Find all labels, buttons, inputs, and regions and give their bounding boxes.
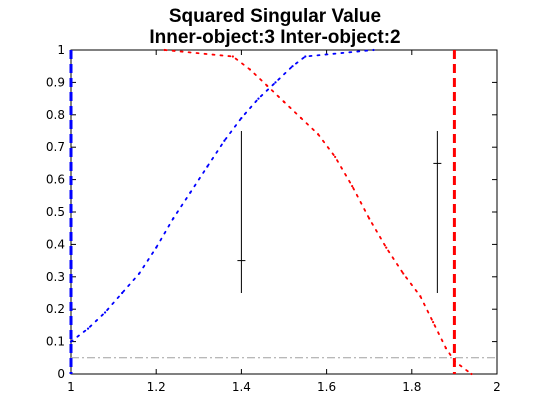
x-tick-label: 1.4 [232, 380, 251, 394]
series-point-1 [432, 321, 435, 324]
series-point-1 [419, 295, 422, 298]
x-tick-label: 1 [67, 380, 75, 394]
series-point-0 [223, 139, 226, 142]
chart-title-line: Inner-object:3 Inter-object:2 [149, 27, 400, 48]
series-point-0 [172, 217, 175, 220]
series-point-0 [372, 48, 375, 52]
series-point-0 [304, 55, 307, 58]
series-point-0 [138, 272, 141, 275]
series-point-1 [351, 184, 354, 188]
series-point-0 [155, 246, 158, 249]
x-tick-label: 1.2 [147, 380, 166, 394]
y-tick-label: 0.8 [46, 108, 65, 122]
series-point-1 [385, 246, 388, 249]
y-tick-label: 0 [57, 367, 65, 381]
series-point-0 [240, 116, 243, 120]
x-tick-label: 1.8 [402, 380, 421, 394]
series-point-1 [368, 217, 371, 220]
series-point-1 [334, 155, 337, 159]
y-tick-label: 0.4 [46, 237, 65, 251]
y-tick-label: 0.5 [46, 205, 65, 219]
series-point-1 [163, 48, 166, 52]
y-tick-label: 0.6 [46, 173, 65, 187]
series-point-1 [299, 116, 303, 120]
series-point-0 [206, 165, 209, 168]
series-point-1 [402, 272, 405, 275]
series-point-0 [291, 65, 294, 68]
chart-title-line: Squared Singular Value [169, 6, 381, 27]
series-point-0 [257, 97, 260, 100]
series-point-1 [444, 346, 447, 350]
series-point-1 [282, 100, 286, 103]
series-line-0 [70, 49, 375, 343]
y-tick-label: 0.7 [46, 140, 65, 154]
series-line-1 [163, 49, 473, 375]
y-tick-label: 0.9 [46, 75, 65, 89]
series-point-0 [274, 81, 277, 84]
y-tick-label: 0.1 [46, 335, 65, 349]
series-point-0 [103, 311, 107, 314]
series-point-0 [189, 191, 192, 194]
y-tick-label: 1 [57, 43, 65, 57]
x-tick-label: 1.6 [317, 380, 336, 394]
plot-frame [70, 49, 498, 375]
series-point-1 [470, 372, 473, 376]
series-point-0 [86, 327, 90, 330]
series-point-1 [231, 55, 234, 58]
y-tick-label: 0.2 [46, 302, 65, 316]
series-point-1 [248, 68, 252, 71]
series-point-0 [69, 340, 73, 343]
series-point-0 [121, 291, 124, 295]
series-point-1 [265, 84, 269, 87]
x-tick-label: 2 [493, 380, 501, 394]
y-tick-label: 0.3 [46, 270, 65, 284]
series-point-1 [316, 133, 320, 136]
